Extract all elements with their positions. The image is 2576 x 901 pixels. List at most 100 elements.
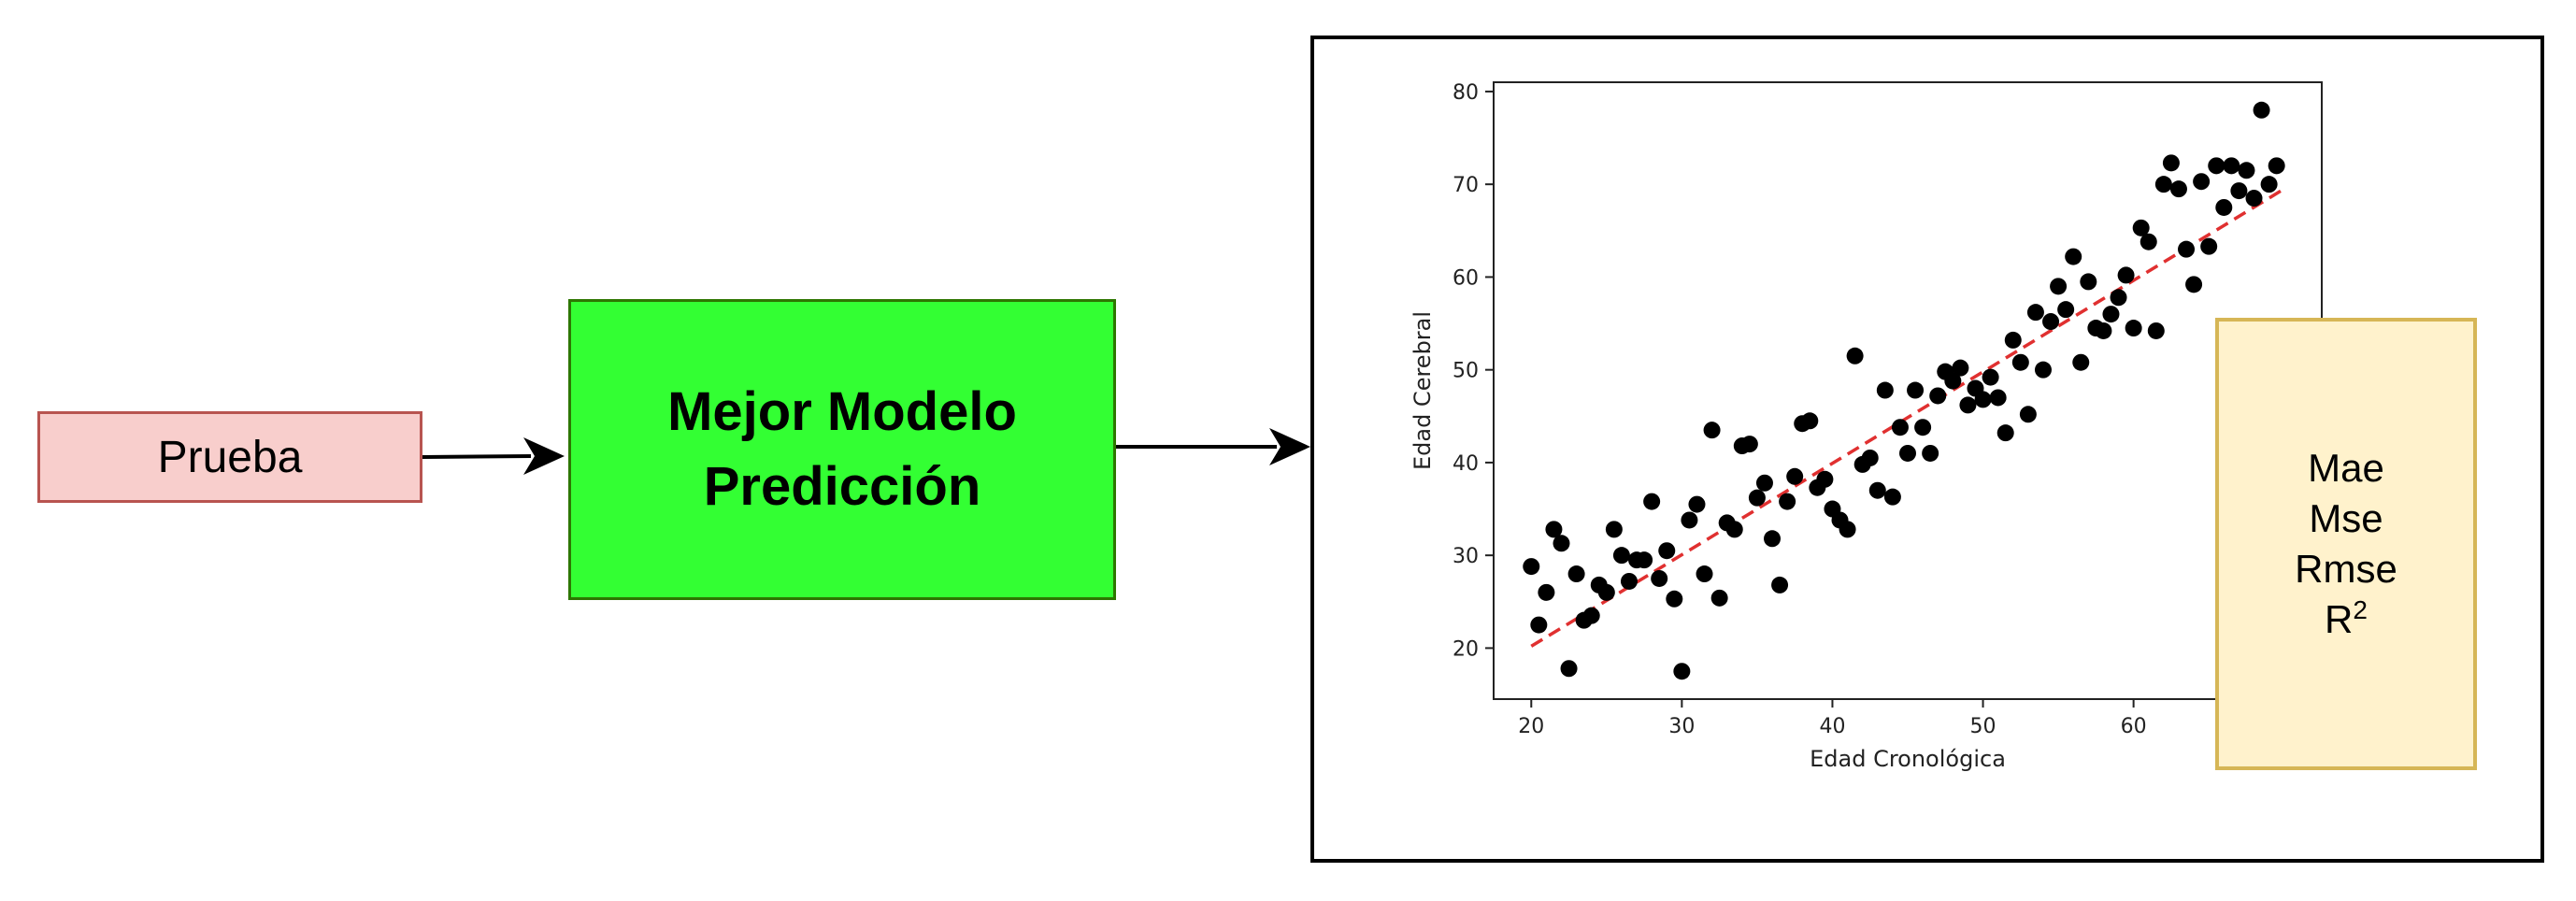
scatter-point [2026,304,2044,322]
scatter-point [1989,389,2007,407]
metric-r2-exponent: 2 [2353,595,2368,624]
scatter-point [1876,381,1894,399]
arrow-prueba-to-modelo-head [523,437,565,475]
scatter-point [1703,422,1721,439]
scatter-point [1816,470,1834,488]
scatter-point [1636,551,1653,569]
scatter-point [2132,219,2150,236]
y-tick-label: 40 [1453,452,1479,476]
scatter-point [1643,493,1661,510]
axis-ticks: 20 30 40 50 60 20 30 40 50 60 70 80 [1453,81,2147,738]
scatter-point [2169,180,2187,198]
scatter-point [2154,176,2172,193]
scatter-point [1582,607,1600,624]
scatter-point [1530,616,1548,634]
scatter-point [1914,419,1932,436]
scatter-point [2140,233,2157,250]
scatter-point [1673,663,1691,680]
scatter-point [1597,583,1615,601]
metric-mae: Mae [2308,446,2384,490]
scatter-point [1666,590,1683,608]
scatter-point [2208,157,2225,175]
y-tick-label: 60 [1453,266,1479,290]
scatter-point [2110,289,2127,307]
scatter-point [1891,419,1909,436]
scatter-point [1952,359,1969,377]
scatter-point [1658,542,1676,560]
scatter-points [1523,101,2285,680]
scatter-point [2004,331,2022,349]
scatter-point [2019,406,2037,423]
scatter-point [1567,565,1585,583]
scatter-point [1959,396,1977,414]
scatter-point [1725,521,1743,538]
metric-rmse: Rmse [2295,547,2397,591]
scatter-point [2223,157,2240,175]
x-axis-label: Edad Cronológica [1810,746,2006,772]
x-tick-label: 50 [1970,715,1996,738]
scatter-point [1560,660,1578,678]
scatter-point [1748,489,1766,507]
fit-line [1530,187,2285,648]
y-tick-label: 50 [1453,360,1479,383]
y-tick-label: 20 [1453,637,1479,661]
x-tick-label: 40 [1819,715,1845,738]
scatter-point [2268,157,2285,175]
scatter-point [2200,237,2218,255]
scatter-point [2230,182,2248,200]
scatter-point [1755,474,1773,492]
scatter-point [2215,198,2233,216]
scatter-point [2125,320,2142,337]
scatter-point [1996,424,2014,442]
scatter-point [1883,488,1901,506]
y-axis-label: Edad Cerebral [1410,311,1436,470]
mejor-modelo-node: Mejor Modelo Predicción [568,299,1116,600]
scatter-point [2065,248,2082,265]
scatter-point [1538,583,1555,601]
x-tick-label: 60 [2121,715,2147,738]
arrow-modelo-to-panel-head [1269,428,1310,465]
prueba-node: Prueba [37,411,422,503]
scatter-point [1944,372,1962,390]
prueba-label: Prueba [157,432,303,482]
scatter-point [1553,535,1570,552]
scatter-point [1605,521,1623,538]
scatter-point [1868,481,1886,499]
arrow-prueba-to-modelo [422,454,532,459]
scatter-point [1861,449,1879,466]
scatter-point [1982,368,1999,386]
x-tick-label: 30 [1668,715,1695,738]
scatter-point [2102,306,2120,323]
metric-mse: Mse [2309,496,2383,540]
scatter-point [1764,530,1782,548]
scatter-point [1779,493,1796,510]
scatter-point [1681,511,1698,529]
scatter-point [2057,301,2075,319]
scatter-point [1846,347,1864,365]
scatter-point [2050,278,2068,295]
scatter-point [1523,558,1540,576]
scatter-point [1612,547,1630,565]
scatter-point [1651,569,1668,587]
scatter-point [2147,322,2165,339]
scatter-point [2185,276,2203,293]
scatter-point [1922,444,1939,462]
y-tick-label: 70 [1453,174,1479,197]
scatter-point [1620,572,1638,590]
scatter-point [1710,589,1728,607]
scatter-point [2245,190,2263,207]
scatter-point [1907,381,1925,399]
scatter-point [2162,154,2180,172]
scatter-point [2095,322,2112,339]
modelo-label-line-2: Predicción [703,456,981,517]
scatter-point [2042,313,2060,331]
scatter-point [2072,353,2090,371]
scatter-point [1740,436,1758,453]
y-tick-label: 30 [1453,545,1479,568]
scatter-point [1786,467,1804,485]
scatter-point [1899,444,1916,462]
scatter-point [2238,162,2255,179]
x-tick-label: 20 [1518,715,1544,738]
y-tick-label: 80 [1453,81,1479,105]
